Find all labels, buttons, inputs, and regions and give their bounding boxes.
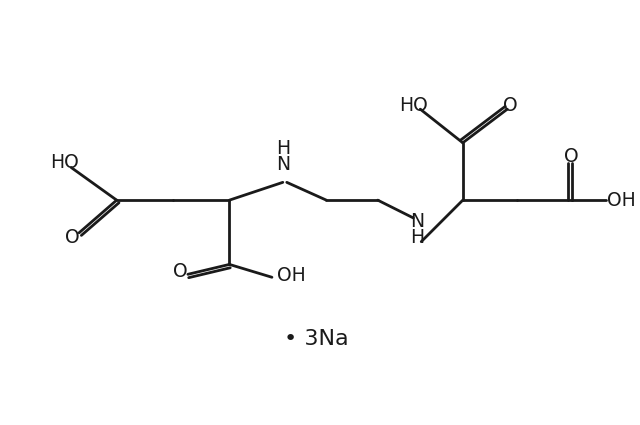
Text: N: N (410, 212, 424, 231)
Text: H: H (410, 228, 424, 247)
Text: H: H (276, 139, 290, 158)
Text: OH: OH (277, 266, 306, 285)
Text: O: O (173, 262, 188, 281)
Text: O: O (503, 96, 518, 115)
Text: HO: HO (399, 96, 428, 115)
Text: HO: HO (50, 153, 79, 172)
Text: OH: OH (607, 191, 636, 210)
Text: O: O (564, 147, 579, 166)
Text: O: O (65, 228, 79, 247)
Text: N: N (276, 155, 290, 174)
Text: • 3Na: • 3Na (284, 329, 349, 348)
